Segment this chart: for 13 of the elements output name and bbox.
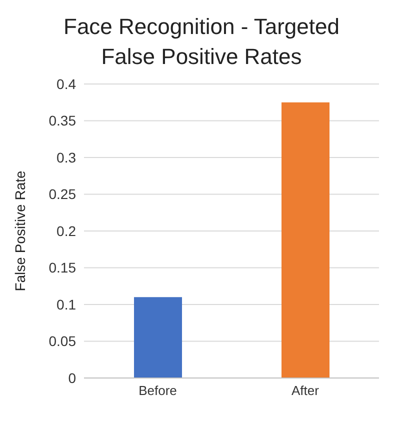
y-tick-label: 0.05 bbox=[48, 333, 76, 350]
y-tick-label: 0.15 bbox=[48, 260, 76, 276]
y-tick-label: 0.1 bbox=[56, 296, 76, 312]
y-tick-label: 0 bbox=[68, 370, 76, 386]
y-tick-label: 0.35 bbox=[48, 112, 76, 129]
y-tick-label: 0.25 bbox=[48, 186, 76, 202]
y-axis-title: False Positive Rate bbox=[12, 170, 28, 292]
y-tick-label: 0.4 bbox=[56, 76, 76, 92]
y-tick-label: 0.3 bbox=[56, 149, 76, 166]
chart-title: Face Recognition - Targeted False Positive Rates bbox=[62, 13, 340, 71]
x-tick-label: After bbox=[292, 383, 320, 398]
x-tick-label: Before bbox=[138, 383, 177, 398]
y-tick-label: 0.2 bbox=[56, 222, 76, 239]
